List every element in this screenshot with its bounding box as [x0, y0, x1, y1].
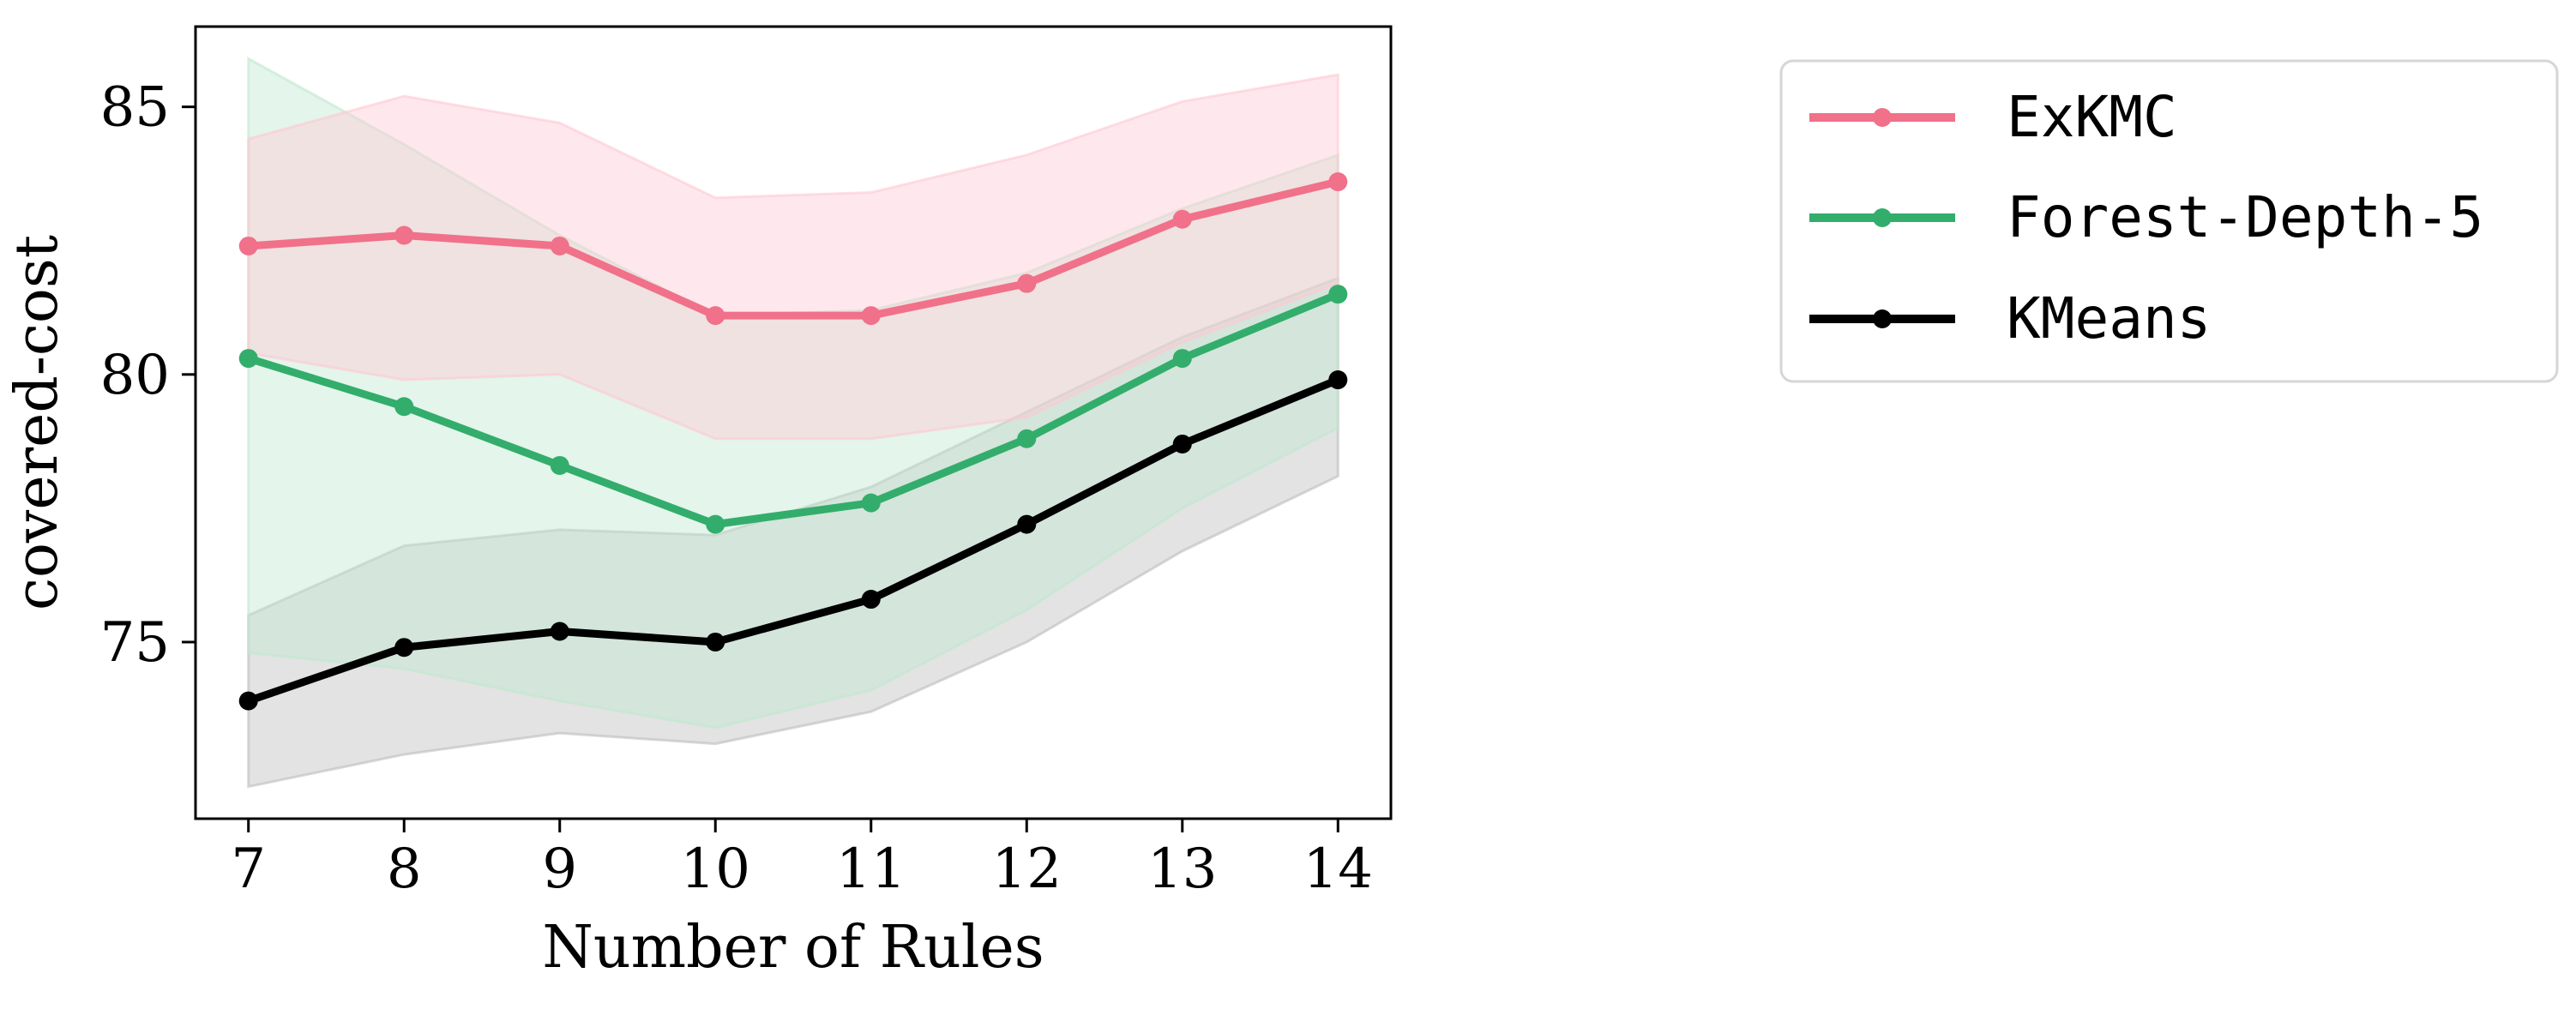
point-kmeans: [861, 590, 881, 610]
point-forest-depth-5: [238, 349, 258, 369]
plot-frame: [194, 25, 1393, 820]
x-tick-label: 9: [542, 838, 577, 901]
legend-label-forest-depth-5: Forest-Depth-5: [2007, 184, 2483, 250]
legend-box: [1779, 59, 2559, 383]
point-exkmc: [238, 236, 258, 255]
legend-marker-kmeans: [1873, 309, 1892, 328]
point-exkmc: [550, 236, 569, 255]
x-tick-label: 13: [1147, 838, 1217, 901]
point-forest-depth-5: [1017, 429, 1037, 448]
series-points: [238, 172, 1348, 711]
legend-label-kmeans: KMeans: [2007, 285, 2211, 351]
point-kmeans: [550, 622, 569, 641]
line-forest-depth-5: [244, 290, 1342, 529]
point-exkmc: [861, 306, 881, 326]
point-forest-depth-5: [861, 493, 881, 513]
point-forest-depth-5: [550, 455, 569, 475]
point-kmeans: [1017, 514, 1037, 534]
legend-label-exkmc: ExKMC: [2007, 84, 2177, 150]
confidence-bands: [247, 56, 1339, 789]
line-exkmc: [244, 177, 1342, 320]
point-kmeans: [1328, 370, 1348, 390]
x-axis-ticks: 7 8 9 10 11 12 13 14: [231, 819, 1373, 901]
band-exkmc: [247, 73, 1339, 441]
x-tick-label: 8: [387, 838, 422, 901]
x-tick-label: 7: [231, 838, 266, 901]
x-tick-label: 11: [836, 838, 906, 901]
y-tick-label: 75: [100, 611, 170, 675]
point-exkmc: [1172, 209, 1192, 229]
x-tick-label: 12: [992, 838, 1062, 901]
point-kmeans: [394, 638, 414, 658]
point-forest-depth-5: [706, 514, 725, 534]
y-tick-label: 85: [100, 76, 170, 140]
x-tick-label: 14: [1303, 838, 1373, 901]
band-kmeans: [247, 276, 1339, 789]
point-exkmc: [706, 306, 725, 326]
line-kmeans: [244, 375, 1342, 706]
point-exkmc: [394, 225, 414, 245]
y-axis-label: covered-cost: [3, 235, 71, 610]
x-tick-label: 10: [681, 838, 750, 901]
legend-marker-forest-depth-5: [1873, 208, 1892, 227]
point-exkmc: [1328, 172, 1348, 192]
x-axis-label: Number of Rules: [542, 914, 1044, 982]
point-kmeans: [706, 632, 725, 652]
point-forest-depth-5: [394, 397, 414, 417]
series-lines: [244, 177, 1342, 706]
point-forest-depth-5: [1172, 349, 1192, 369]
point-forest-depth-5: [1328, 285, 1348, 304]
legend-marker-exkmc: [1873, 108, 1892, 127]
point-kmeans: [1172, 434, 1192, 453]
y-axis-ticks: 75 80 85: [100, 76, 196, 675]
y-tick-label: 80: [100, 344, 170, 407]
legend: ExKMC Forest-Depth-5 KMeans: [1779, 59, 2559, 383]
point-kmeans: [238, 691, 258, 711]
point-exkmc: [1017, 273, 1037, 293]
